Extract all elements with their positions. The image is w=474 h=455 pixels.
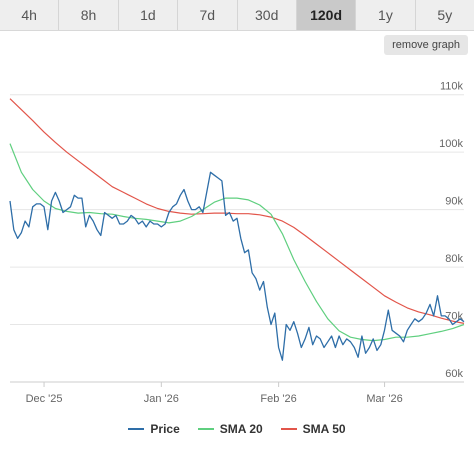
y-tick-label: 100k (439, 138, 463, 150)
chart-legend: Price SMA 20 SMA 50 (0, 418, 474, 440)
x-tick-label: Dec '25 (26, 393, 63, 405)
tab-5y[interactable]: 5y (437, 7, 453, 23)
legend-item-price[interactable]: Price (128, 422, 180, 436)
y-tick-label: 70k (445, 311, 463, 323)
tab-1y[interactable]: 1y (356, 0, 416, 30)
x-tick-label: Feb '26 (260, 393, 296, 405)
legend-label: SMA 50 (302, 422, 346, 436)
legend-item-sma-20[interactable]: SMA 20 (197, 422, 263, 436)
timeframe-tabs: 4h 8h 1d 7d 30d 120d 1y 5y (0, 0, 474, 31)
series-line-price (9, 171, 465, 361)
y-tick-label: 110k (440, 81, 464, 93)
legend-label: Price (150, 422, 180, 436)
series-line-sma-20 (9, 143, 465, 342)
legend-label: SMA 20 (219, 422, 263, 436)
tab-4h[interactable]: 4h (0, 0, 60, 30)
x-tick-label: Mar '26 (366, 393, 402, 405)
y-tick-label: 60k (445, 368, 463, 380)
tab-120d[interactable]: 120d (296, 0, 357, 30)
legend-swatch (128, 428, 145, 430)
tab-30d[interactable]: 30d (238, 0, 297, 30)
x-tick-label: Jan '26 (144, 393, 179, 405)
legend-item-sma-50[interactable]: SMA 50 (280, 422, 346, 436)
tab-1d[interactable]: 1d (119, 0, 179, 30)
y-tick-label: 80k (445, 253, 463, 265)
tab-8h[interactable]: 8h (59, 0, 119, 30)
tab-7d[interactable]: 7d (178, 0, 238, 30)
legend-swatch (280, 428, 297, 430)
y-tick-label: 90k (445, 196, 463, 208)
series-line-sma-50 (9, 98, 465, 324)
legend-swatch (197, 428, 214, 430)
remove-graph-button[interactable]: remove graph (384, 35, 468, 55)
price-chart: 60k 70k 80k 90k 100k 110k Dec '25 Jan '26 Feb '2… (9, 81, 465, 405)
